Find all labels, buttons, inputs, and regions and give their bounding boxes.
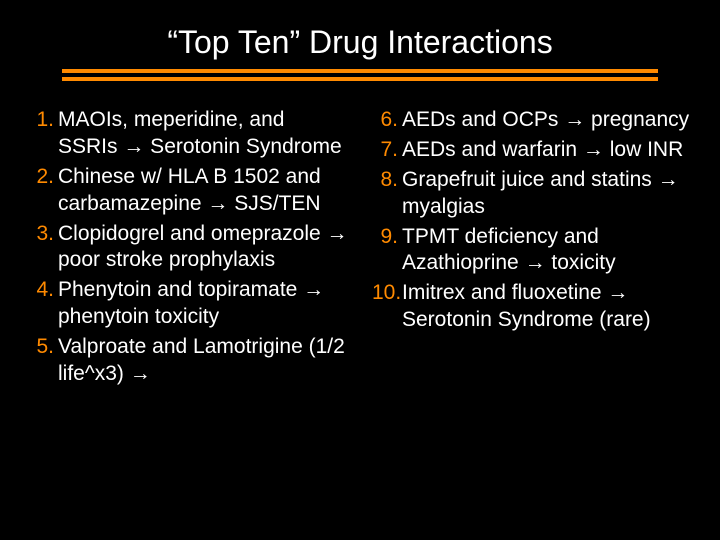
content-columns: MAOIs, meperidine, and SSRIs → Serotonin… — [28, 107, 692, 391]
list-item: Valproate and Lamotrigine (1/2 life^x3) … — [28, 334, 348, 388]
slide-title: “Top Ten” Drug Interactions — [28, 24, 692, 61]
list-item: Clopidogrel and omeprazole → poor stroke… — [28, 221, 348, 275]
divider-top — [62, 69, 658, 73]
right-column: AEDs and OCPs → pregnancy AEDs and warfa… — [372, 107, 692, 391]
list-left: MAOIs, meperidine, and SSRIs → Serotonin… — [28, 107, 348, 388]
list-right: AEDs and OCPs → pregnancy AEDs and warfa… — [372, 107, 692, 334]
list-item: TPMT deficiency and Azathioprine → toxic… — [372, 224, 692, 278]
list-item: Phenytoin and topiramate → phenytoin tox… — [28, 277, 348, 331]
left-column: MAOIs, meperidine, and SSRIs → Serotonin… — [28, 107, 348, 391]
list-item: MAOIs, meperidine, and SSRIs → Serotonin… — [28, 107, 348, 161]
list-item: Chinese w/ HLA B 1502 and carbamazepine … — [28, 164, 348, 218]
slide: “Top Ten” Drug Interactions MAOIs, meper… — [0, 0, 720, 540]
list-item: AEDs and warfarin → low INR — [372, 137, 692, 164]
divider-bottom — [62, 77, 658, 81]
list-item: Imitrex and fluoxetine → Serotonin Syndr… — [372, 280, 692, 334]
list-item: Grapefruit juice and statins → myalgias — [372, 167, 692, 221]
list-item: AEDs and OCPs → pregnancy — [372, 107, 692, 134]
